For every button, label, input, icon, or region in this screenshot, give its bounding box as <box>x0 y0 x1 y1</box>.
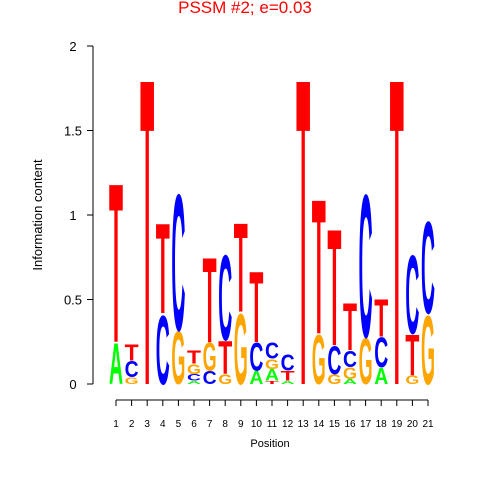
logo-letter: T <box>327 195 341 381</box>
logo-letter: T <box>218 332 232 384</box>
x-tick-label: 16 <box>344 419 356 430</box>
y-tick-label: 0 <box>69 377 76 392</box>
logo-letter: C <box>125 357 139 383</box>
logo-letter: A <box>249 368 263 389</box>
logo-letter: A <box>281 380 295 385</box>
x-tick-label: 19 <box>391 419 403 430</box>
logo-letter: C <box>218 230 232 367</box>
logo-letter: A <box>265 366 279 384</box>
logo-letter: T <box>296 0 310 477</box>
x-tick-label: 8 <box>222 419 228 430</box>
x-tick-label: 3 <box>144 419 150 430</box>
logo-letter: G <box>187 362 201 378</box>
logo-letter: T <box>281 369 295 385</box>
x-tick-label: 6 <box>191 419 197 430</box>
y-tick-label: 1 <box>69 208 76 223</box>
logo-letter: G <box>312 320 326 399</box>
logo-letter: A <box>109 332 123 398</box>
logo-letter: G <box>265 357 279 373</box>
x-tick-label: 7 <box>207 419 213 430</box>
logo-letter: G <box>234 294 248 407</box>
logo-letter: C <box>343 346 357 372</box>
logo-letter: T <box>390 0 404 477</box>
logo-letter: G <box>218 372 232 388</box>
logo-letter: C <box>171 155 185 372</box>
x-tick-label: 20 <box>407 419 419 430</box>
logo-letter: C <box>359 152 373 380</box>
x-tick-label: 17 <box>360 419 372 430</box>
logo-letter: G <box>343 364 357 383</box>
x-tick-label: 5 <box>176 419 182 430</box>
logo-letter: G <box>125 376 139 386</box>
logo-letter: T <box>125 339 139 365</box>
logo-letter: T <box>203 232 217 368</box>
logo-letter: G <box>421 296 435 406</box>
logo-letter: T <box>312 161 326 376</box>
logo-letter: T <box>156 196 170 341</box>
y-tick-label: 1.5 <box>64 124 82 139</box>
x-tick-label: 18 <box>376 419 388 430</box>
logo-letter: T <box>405 324 419 389</box>
logo-letter: G <box>359 325 373 399</box>
logo-letter: C <box>187 373 201 383</box>
x-tick-label: 21 <box>422 419 434 430</box>
y-tick-label: 0.5 <box>64 293 82 308</box>
logo-letter: C <box>374 329 388 377</box>
y-axis-label: Information content <box>30 159 45 271</box>
logo-letter: G <box>327 372 341 388</box>
logo-letter: T <box>249 251 263 364</box>
x-tick-label: 13 <box>298 419 310 430</box>
logo-letter: C <box>249 335 263 380</box>
x-tick-label: 12 <box>282 419 294 430</box>
logo-letter: T <box>234 199 248 340</box>
logo-letter: T <box>187 348 201 369</box>
logo-letter: A <box>343 378 358 386</box>
logo-letter: A <box>374 363 388 389</box>
logo-letter: C <box>203 368 217 389</box>
logo-letter: C <box>405 233 419 358</box>
y-tick-label: 2 <box>69 39 76 54</box>
x-tick-label: 14 <box>313 419 325 430</box>
x-tick-label: 2 <box>129 419 135 430</box>
logo-letter: G <box>171 317 185 401</box>
logo-letter: C <box>421 194 435 341</box>
logo-letter: T <box>140 0 154 477</box>
x-tick-label: 15 <box>329 419 341 430</box>
x-tick-label: 11 <box>267 419 278 430</box>
chart-title: PSSM #2; e=0.03 <box>178 0 312 17</box>
logo-letter: T <box>343 289 357 365</box>
x-tick-label: 10 <box>251 419 263 430</box>
logo-letter: C <box>327 338 341 383</box>
x-tick-label: 9 <box>238 419 244 430</box>
logo-letter: T <box>109 138 123 391</box>
x-tick-label: 1 <box>113 419 119 430</box>
x-tick-label: 4 <box>160 419 166 430</box>
logo-letter: T <box>265 380 279 385</box>
logo-letter: G <box>203 334 217 379</box>
logo-letter: A <box>187 380 201 385</box>
x-axis-label: Position <box>250 438 289 450</box>
logo-letter: C <box>281 350 295 376</box>
logo-letter: G <box>405 374 419 387</box>
logo-letter: C <box>265 338 279 364</box>
logo-letter: T <box>374 287 388 348</box>
logo-letter: C <box>156 297 170 407</box>
